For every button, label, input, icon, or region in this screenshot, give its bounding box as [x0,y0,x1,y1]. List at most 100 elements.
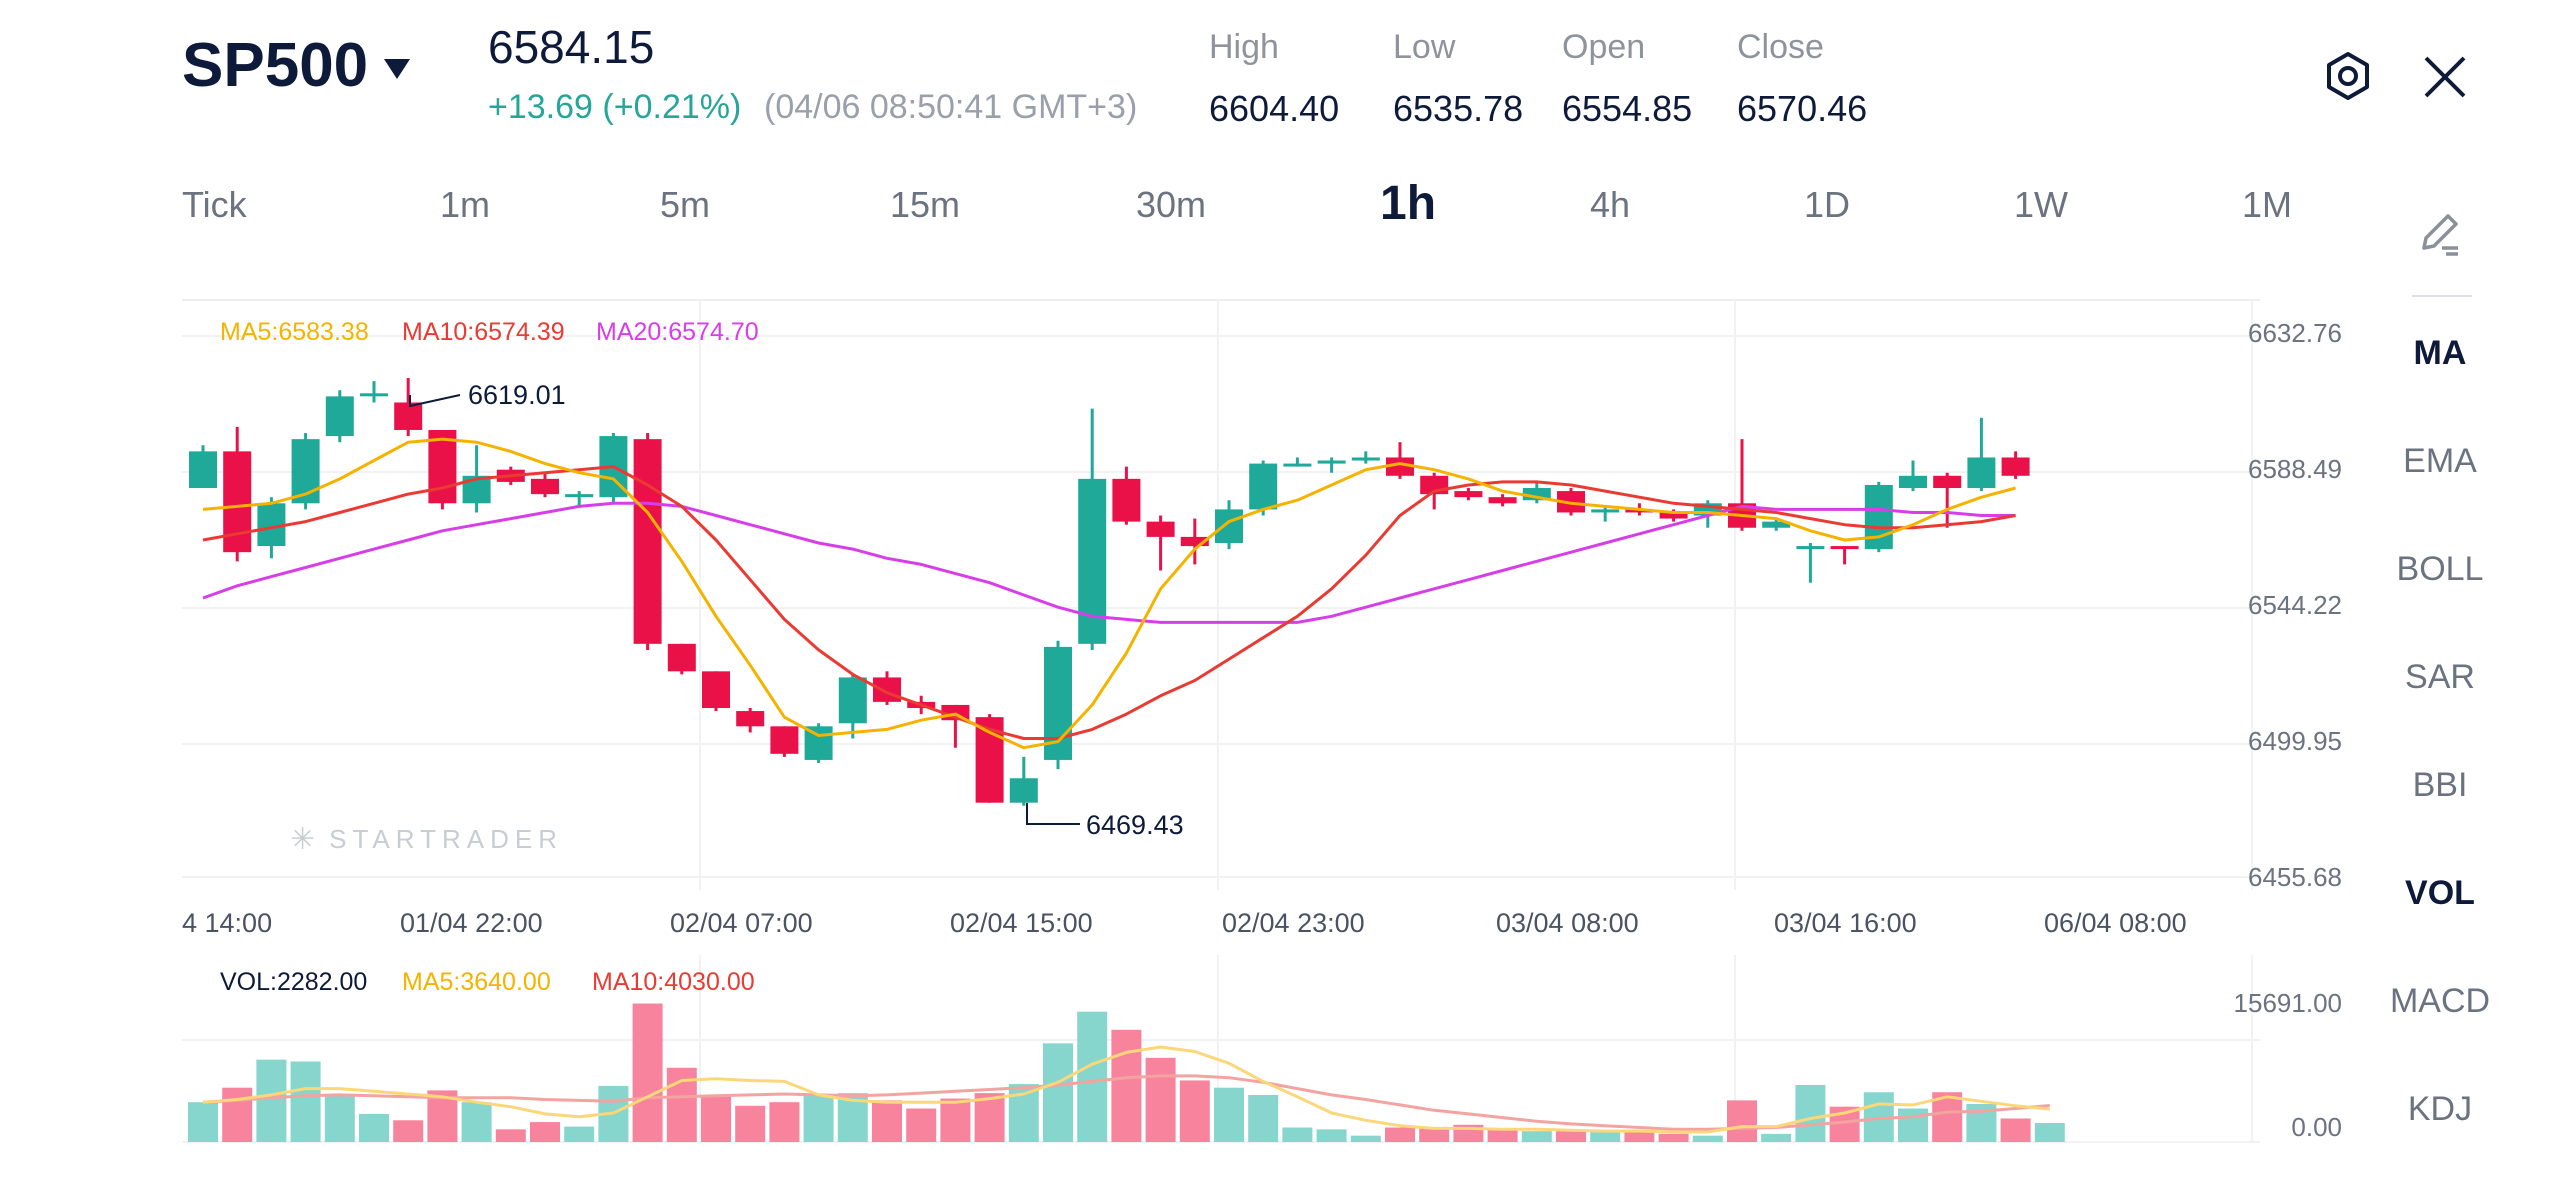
volume-bar [632,1003,663,1142]
volume-bar [1727,1100,1757,1142]
vol-y-tick-label: 15691.00 [2233,988,2342,1018]
ma5-line [202,437,2016,750]
x-tick-label: 02/04 15:00 [950,908,1093,938]
volume-bar [974,1093,1005,1142]
indicator-macd[interactable]: MACD [2389,982,2491,1020]
pencil-icon[interactable] [2414,208,2466,260]
candle-body [702,671,730,708]
indicator-ma[interactable]: MA [2413,334,2467,372]
y-tick-label: 6499.95 [2248,726,2342,756]
tab-1m[interactable]: 1m [440,184,491,225]
volume-bar [1419,1128,1450,1142]
tab-1mo[interactable]: 1M [2242,184,2293,225]
low-annotation: 6469.43 [1086,810,1184,840]
candle-body [1454,491,1483,498]
candle-body [1591,509,1620,513]
high-marker-line [409,394,461,408]
candle-body [1796,546,1825,550]
volume-bar [1624,1131,1655,1142]
candle-body [1283,463,1312,467]
legend-ma20: MA20:6574.70 [596,318,759,346]
candle-body [1146,521,1175,537]
candle-body [873,677,901,702]
tab-1h[interactable]: 1h [1380,177,1437,230]
stat-low-value: 6535.78 [1393,88,1524,129]
volume-bar [735,1105,766,1142]
volume-bar [940,1098,971,1142]
candle-body [1351,457,1380,461]
symbol-selector[interactable]: SP500 [182,30,411,101]
watermark-logo: ✳ STARTRADER [290,822,563,857]
volume-bar [222,1087,253,1142]
indicator-kdj[interactable]: KDJ [2407,1090,2473,1128]
quote-timestamp: (04/06 08:50:41 GMT+3) [764,88,1138,126]
volume-bar [1385,1127,1415,1142]
candle-body [360,393,388,397]
volume-bar [290,1061,321,1142]
candle-body [1215,509,1243,544]
volume-bar [1590,1132,1621,1142]
change-percent: (+0.21%) [602,88,742,126]
indicator-vol[interactable]: VOL [2405,874,2475,912]
candle-body [667,643,696,672]
legend-vol-ma10: MA10:4030.00 [592,968,755,996]
watermark-text: STARTRADER [329,824,563,854]
volume-bar [1077,1011,1108,1142]
tab-1w[interactable]: 1W [2014,184,2068,225]
volume-bar [1043,1043,1073,1142]
close-icon[interactable] [2420,52,2470,102]
candle-body [394,402,423,430]
candle-body [1830,546,1859,550]
y-tick-label: 6455.68 [2248,862,2342,892]
candle-body [1386,457,1414,476]
tab-tick[interactable]: Tick [182,184,247,225]
volume-bar [1692,1135,1723,1142]
candle-body [1009,778,1038,803]
y-tick-label: 6632.76 [2248,318,2342,348]
volume-bar [1761,1133,1792,1142]
y-tick-label: 6544.22 [2248,590,2342,620]
candle-body [1078,478,1107,644]
vol-y-tick-label: 0.00 [2291,1112,2342,1142]
volume-bar [393,1120,424,1142]
x-tick-label: 03/04 08:00 [1496,908,1639,938]
indicator-bbi[interactable]: BBI [2412,766,2468,804]
volume-bar [359,1113,389,1142]
change-value: +13.69 [488,88,593,126]
volume-bar [530,1122,560,1142]
volume-bar [1282,1127,1313,1142]
legend-vol-ma5: MA5:3640.00 [402,968,551,996]
candle-body [1625,509,1654,513]
volume-bar [1658,1133,1689,1142]
stat-high-value: 6604.40 [1209,88,1340,129]
x-tick-label: 02/04 23:00 [1222,908,1365,938]
indicator-sar[interactable]: SAR [2405,658,2475,696]
tab-15m[interactable]: 15m [890,184,961,225]
legend-ma10: MA10:6574.39 [402,318,565,346]
tab-30m[interactable]: 30m [1136,184,1207,225]
indicator-boll[interactable]: BOLL [2396,550,2484,588]
legend-ma5: MA5:6583.38 [220,318,369,346]
candle-body [1899,475,1927,489]
volume-bar [1898,1108,1928,1142]
ma10-line [202,465,2016,740]
candle-body [531,478,559,495]
volume-bar [803,1094,834,1142]
tab-5m[interactable]: 5m [660,184,711,225]
tab-1d[interactable]: 1D [1804,184,1851,225]
stat-close-value: 6570.46 [1737,88,1868,129]
indicator-ema[interactable]: EMA [2403,442,2477,480]
volume-bar [1214,1087,1244,1142]
settings-icon[interactable] [2320,48,2376,104]
candle-body [1317,460,1346,464]
volume-bar [872,1100,902,1142]
tab-4h[interactable]: 4h [1590,184,1631,225]
volume-bar [1111,1029,1142,1142]
candle-body [838,677,867,724]
stat-close-label: Close [1737,28,1824,66]
stat-high-label: High [1209,28,1279,66]
candle-body [2001,457,2030,476]
volume-bar [1521,1131,1552,1142]
volume-bar [769,1102,800,1142]
